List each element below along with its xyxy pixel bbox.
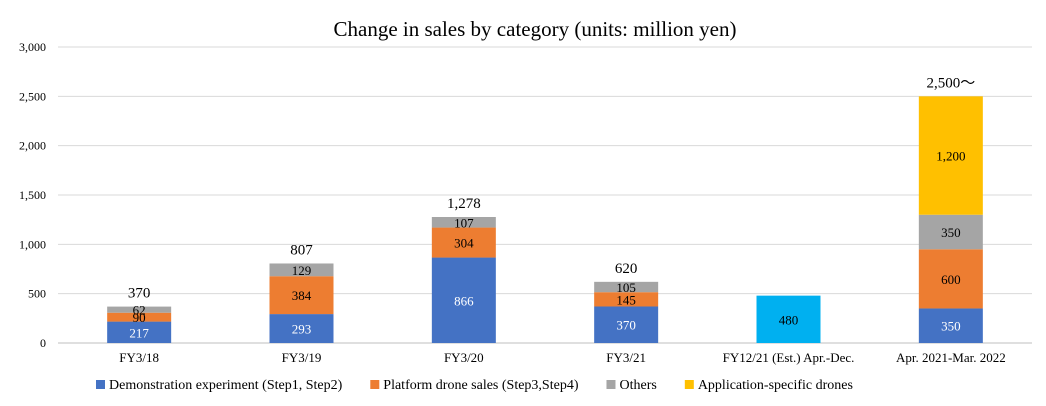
bar-segment [594,306,659,343]
data-label: 304 [454,236,474,251]
total-label: 1,278 [447,196,481,212]
bar-segment [269,276,334,315]
bar-segment [107,321,172,343]
bar-segment [107,306,172,313]
data-label: 384 [292,288,312,303]
total-label: 807 [290,242,313,258]
bar-segment [431,227,496,258]
bar-segment [918,308,983,343]
bar-segment [269,263,334,277]
x-tick-label: FY12/21 (Est.) Apr.-Dec. [723,350,855,365]
data-label: 600 [941,272,961,287]
total-label: 2,500～ [926,75,975,91]
y-tick-label: 1,000 [19,237,46,251]
y-tick-label: 1,500 [19,188,46,202]
chart-title: Change in sales by category (units: mill… [334,17,737,41]
bars: 217 293 866 370 350 90 384 304 145 600 62 129 107 105… [107,75,983,343]
grid-layer [58,46,1032,344]
data-label: 866 [454,293,474,308]
bar-segment [594,292,659,307]
y-tick-label: 0 [40,336,46,350]
legend-label: Others [619,378,656,393]
y-tick-label: 2,500 [19,89,46,103]
x-tick-label: FY3/18 [119,350,159,365]
data-label: 350 [941,225,961,240]
legend-label: Demonstration experiment (Step1, Step2) [109,378,343,393]
legend-swatch [370,380,380,389]
data-label: 145 [616,292,636,307]
y-axis: 0 500 1,000 1,500 2,000 2,500 3,000 [19,40,46,350]
bar-estimate [756,295,821,343]
data-label: 1,200 [936,149,965,164]
y-tick-label: 2,000 [19,139,46,153]
data-label: 90 [133,310,146,325]
bar-segment [918,214,983,250]
x-tick-label: FY3/19 [282,350,322,365]
bar-segment [431,257,496,343]
data-label: 370 [616,318,636,333]
data-label: 62 [133,303,146,318]
x-axis: FY3/18 FY3/19 FY3/20 FY3/21 FY12/21 (Est.) A… [119,350,1005,365]
bar-segment [431,217,496,228]
y-tick-label: 3,000 [19,40,46,54]
total-label: 370 [128,286,151,302]
legend: Demonstration experiment (Step1, Step2) P… [96,378,853,393]
legend-swatch [96,380,105,389]
bar-segment [918,96,983,215]
bar-segment [594,281,659,293]
bar-segment [918,249,983,309]
x-tick-label: Apr. 2021-Mar. 2022 [896,350,1006,365]
data-label: 107 [454,215,474,230]
legend-label: Platform drone sales (Step3,Step4) [383,378,579,393]
data-label: 480 [779,312,799,327]
data-label: 217 [129,325,149,340]
legend-label: Application-specific drones [698,378,853,393]
legend-swatch [606,380,616,389]
data-label: 105 [616,280,636,295]
x-tick-label: FY3/21 [606,350,646,365]
y-tick-label: 500 [28,287,46,301]
data-label: 350 [941,319,961,334]
bar-segment [269,314,334,343]
x-tick-label: FY3/20 [444,350,484,365]
data-label: 129 [292,263,312,278]
data-label: 293 [292,322,312,337]
bar-segment [107,312,172,322]
total-label: 620 [615,261,638,277]
legend-swatch [684,380,694,389]
